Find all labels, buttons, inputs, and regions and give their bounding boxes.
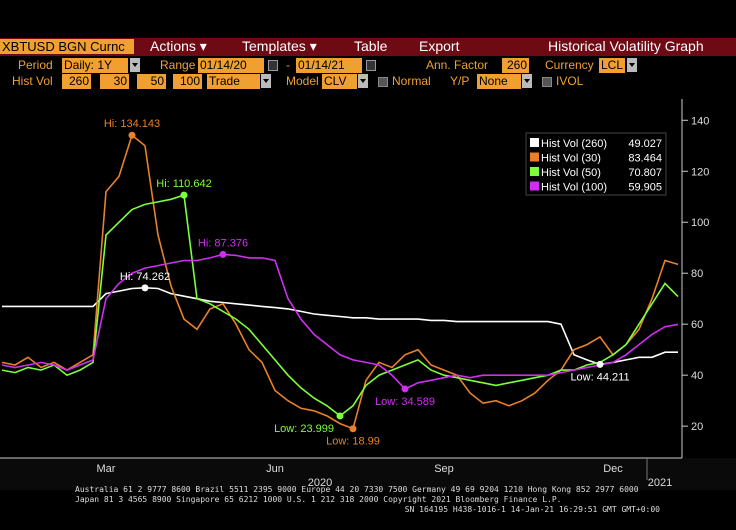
dropdown[interactable]: Daily: 1Y bbox=[62, 58, 128, 73]
annotation-dot bbox=[596, 360, 604, 368]
function-title: Historical Volatility Graph bbox=[548, 38, 704, 54]
checkbox[interactable] bbox=[378, 77, 388, 87]
annotation-label: Hi: 110.642 bbox=[156, 178, 211, 190]
label: Currency bbox=[545, 58, 594, 72]
security-field[interactable]: XBTUSD BGN Curnc bbox=[0, 39, 134, 54]
calendar-icon[interactable] bbox=[268, 60, 278, 71]
calendar-icon[interactable] bbox=[366, 60, 376, 71]
label: Y/P bbox=[450, 74, 470, 88]
dropdown-arrow[interactable] bbox=[522, 74, 532, 88]
series-line bbox=[1, 253, 679, 390]
input-field[interactable]: 260 bbox=[502, 58, 529, 73]
dropdown-arrow[interactable] bbox=[627, 58, 637, 72]
menu-button[interactable]: Actions ▾ bbox=[150, 38, 207, 54]
legend-value: 49.027 bbox=[628, 138, 662, 150]
footer-text: Australia 61 2 9777 8600 Brazil 5511 239… bbox=[75, 485, 639, 494]
legend-box bbox=[525, 132, 667, 196]
annotation-dot bbox=[401, 385, 409, 393]
annotation-label: Hi: 134.143 bbox=[104, 118, 160, 130]
menu-button[interactable]: Export bbox=[419, 38, 460, 54]
year-label: 2020 bbox=[308, 477, 332, 489]
annotation-dot bbox=[336, 412, 344, 420]
annotation-label: Low: 34.589 bbox=[375, 396, 435, 408]
annotation-dot bbox=[180, 191, 188, 199]
y-tick-label: 100 bbox=[691, 217, 709, 229]
series-line bbox=[2, 286, 678, 366]
y-tick-label: 20 bbox=[691, 421, 703, 433]
dropdown-arrow[interactable] bbox=[261, 74, 271, 88]
date-field[interactable]: 01/14/20 bbox=[198, 58, 264, 73]
input-field[interactable]: 30 bbox=[100, 74, 129, 89]
annotation-dot bbox=[219, 250, 227, 258]
chart: 20 40 60 80 100 120 140 Mar Jun Sep Dec 2020 2021 Hi:… bbox=[0, 99, 736, 514]
footer-text: Japan 81 3 4565 8900 Singapore 65 6212 1… bbox=[75, 495, 561, 504]
y-tick-label: 60 bbox=[691, 319, 703, 331]
legend-value: 59.905 bbox=[628, 182, 662, 194]
annotation-label: Hi: 74.262 bbox=[120, 271, 170, 283]
legend-label: Hist Vol (50) bbox=[541, 167, 601, 179]
x-tick-label: Sep bbox=[434, 463, 454, 475]
y-tick-label: 80 bbox=[691, 268, 703, 280]
annotation-label: Low: 23.999 bbox=[274, 423, 334, 435]
label: Normal bbox=[392, 74, 431, 88]
separator: - bbox=[286, 58, 290, 72]
date-field[interactable]: 01/14/21 bbox=[296, 58, 362, 73]
annotation-dot bbox=[141, 284, 149, 292]
menu-button[interactable]: Templates ▾ bbox=[242, 38, 317, 54]
legend-swatch bbox=[530, 181, 539, 191]
annotation-dot bbox=[128, 131, 136, 139]
input-field[interactable]: 100 bbox=[173, 74, 202, 89]
legend-label: Hist Vol (260) bbox=[541, 138, 607, 150]
legend-label: Hist Vol (30) bbox=[541, 153, 601, 165]
label: Ann. Factor bbox=[426, 58, 489, 72]
input-field[interactable]: 50 bbox=[137, 74, 166, 89]
annotation-label: Low: 44.211 bbox=[570, 371, 629, 383]
dropdown-arrow[interactable] bbox=[358, 74, 368, 88]
menu-button[interactable]: Table bbox=[354, 38, 388, 54]
footer-text: SN 164195 H438-1016-1 14-Jan-21 16:29:51… bbox=[405, 505, 660, 514]
legend-label: Hist Vol (100) bbox=[541, 182, 607, 194]
annotation-dot bbox=[349, 425, 357, 433]
legend: Hist Vol (260) 49.027 Hist Vol (30) 83.464 H… bbox=[525, 132, 667, 196]
legend-swatch bbox=[530, 152, 539, 162]
label: Period bbox=[18, 58, 53, 72]
checkbox[interactable] bbox=[542, 77, 552, 87]
label: Model bbox=[286, 74, 319, 88]
label: IVOL bbox=[556, 74, 584, 88]
x-tick-label: Jun bbox=[266, 463, 284, 475]
dropdown[interactable]: LCL bbox=[599, 58, 625, 73]
x-tick-label: Mar bbox=[97, 463, 116, 475]
label: Hist Vol bbox=[12, 74, 53, 88]
series-line bbox=[1, 133, 679, 430]
y-tick-label: 120 bbox=[691, 166, 709, 178]
menu-bar bbox=[0, 38, 736, 56]
legend-swatch bbox=[530, 138, 539, 147]
annotation-label: Low: 18.99 bbox=[326, 436, 380, 448]
x-axis-band bbox=[0, 458, 736, 490]
label: Range bbox=[160, 58, 196, 72]
dropdown[interactable]: None bbox=[477, 74, 521, 89]
input-field[interactable]: 260 bbox=[62, 74, 91, 89]
dropdown[interactable]: CLV bbox=[322, 74, 357, 89]
dropdown[interactable]: Trade bbox=[207, 74, 260, 89]
legend-swatch bbox=[530, 167, 539, 176]
x-tick-label: Dec bbox=[603, 463, 623, 475]
annotation-label: Hi: 87.376 bbox=[198, 237, 248, 249]
dropdown-arrow[interactable] bbox=[130, 58, 140, 72]
year-label: 2021 bbox=[648, 477, 672, 489]
y-tick-label: 40 bbox=[691, 370, 703, 382]
legend-value: 83.464 bbox=[628, 153, 662, 165]
y-tick-label: 140 bbox=[691, 115, 709, 127]
legend-value: 70.807 bbox=[628, 167, 662, 179]
